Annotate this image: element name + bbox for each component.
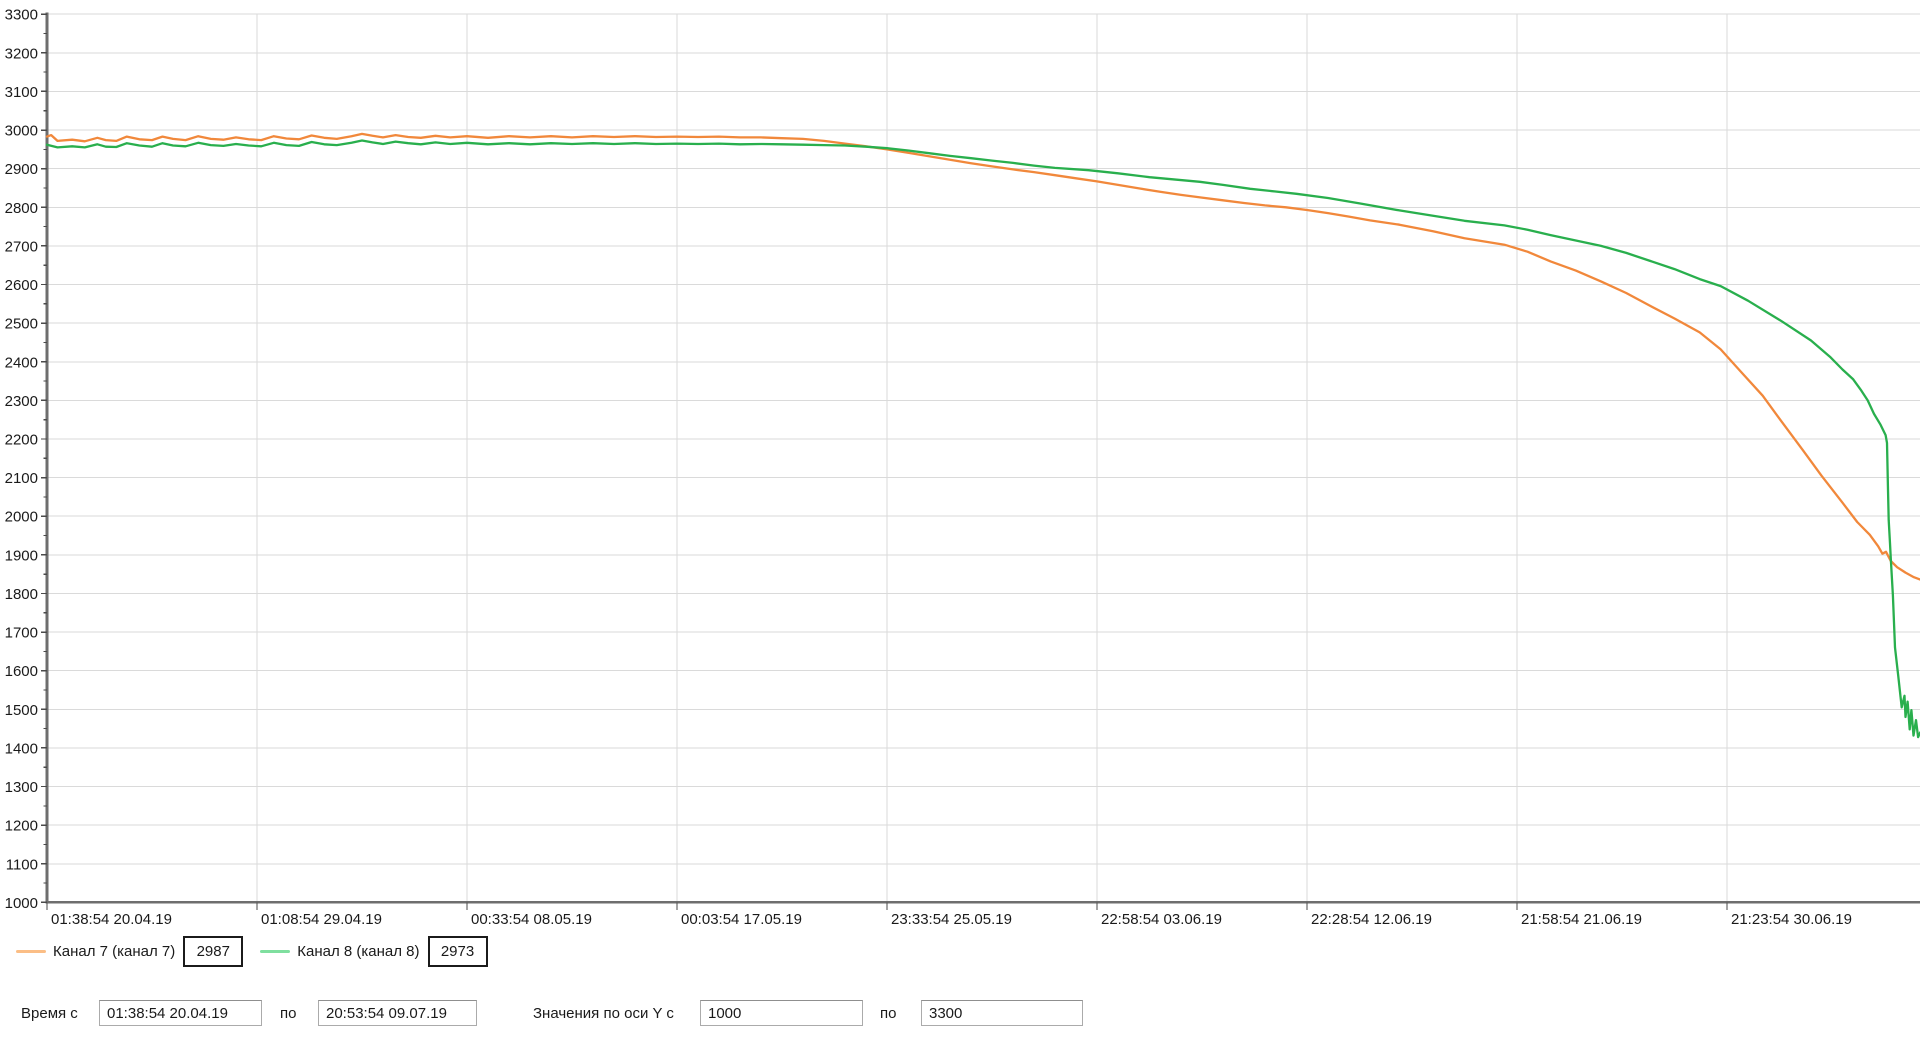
y-axis-tick-label: 1900: [5, 547, 38, 564]
time-to-label: по: [280, 1005, 297, 1022]
channel-8-line-swatch-icon: [260, 950, 291, 953]
y-axis-tick-label: 3300: [5, 7, 38, 24]
y-axis-tick-label: 2000: [5, 509, 38, 526]
x-axis-tick-label: 01:08:54 29.04.19: [261, 911, 382, 928]
y-axis-tick-label: 2100: [5, 470, 38, 487]
line-chart-plot[interactable]: 1000 1100 1200 1300 1400 1500 1600 1700 1800 1900…: [0, 0, 1920, 932]
x-axis-tick-label: 21:58:54 21.06.19: [1521, 911, 1642, 928]
y-axis-tick-label: 1000: [5, 895, 38, 912]
y-axis-tick-label: 1700: [5, 625, 38, 642]
y-axis-tick-label: 1100: [6, 856, 38, 873]
x-axis-tick-label: 22:58:54 03.06.19: [1101, 911, 1222, 928]
legend-label-channel-7: Канал 7 (канал 7): [53, 943, 176, 960]
y-axis-tick-label: 2500: [5, 316, 38, 333]
legend: Канал 7 (канал 7) 2987 Канал 8 (канал 8)…: [16, 936, 505, 967]
y-axis-tick-label: 1400: [5, 740, 38, 757]
channel-7-value-box: 2987: [183, 936, 244, 967]
series-line-channel-7: [45, 132, 1920, 581]
series-line-channel-8: [45, 139, 1920, 739]
y-axis-tick-label: 1500: [5, 702, 38, 719]
x-axis-tick-label: 22:28:54 12.06.19: [1311, 911, 1432, 928]
time-from-input[interactable]: [99, 1000, 262, 1026]
time-from-label: Время с: [21, 1005, 78, 1022]
y-axis-tick-label: 1300: [5, 779, 38, 796]
time-to-input[interactable]: [318, 1000, 477, 1026]
legend-item-channel-8: Канал 8 (канал 8) 2973: [260, 936, 504, 967]
y-axis-tick-label: 2400: [5, 354, 38, 371]
y-axis-tick-label: 2700: [5, 238, 38, 255]
y-axis-tick-label: 2800: [5, 200, 38, 217]
legend-item-channel-7: Канал 7 (канал 7) 2987: [16, 936, 260, 967]
legend-label-channel-8: Канал 8 (канал 8): [297, 943, 420, 960]
x-axis-tick-label: 21:23:54 30.06.19: [1731, 911, 1852, 928]
y-axis-tick-label: 2300: [5, 393, 38, 410]
channel-7-line-swatch-icon: [16, 950, 46, 953]
range-controls: Время с по Значения по оси Y с по: [0, 1000, 1920, 1032]
channel-8-value-box: 2973: [427, 936, 488, 967]
x-axis-tick-label: 23:33:54 25.05.19: [891, 911, 1012, 928]
y-axis-tick-label: 1600: [5, 663, 38, 680]
y-from-input[interactable]: [700, 1000, 863, 1026]
x-axis-tick-label: 00:33:54 08.05.19: [471, 911, 592, 928]
y-axis-tick-label: 3100: [5, 84, 38, 101]
x-axis-tick-label: 00:03:54 17.05.19: [681, 911, 802, 928]
y-axis-tick-label: 2200: [5, 432, 38, 449]
y-axis-from-label: Значения по оси Y с: [533, 1005, 674, 1022]
y-to-label: по: [880, 1005, 897, 1022]
y-axis-tick-label: 1200: [5, 818, 38, 835]
y-to-input[interactable]: [921, 1000, 1083, 1026]
y-axis-tick-label: 1800: [5, 586, 38, 603]
x-axis-tick-label: 01:38:54 20.04.19: [51, 911, 172, 928]
y-axis-tick-label: 3200: [5, 45, 38, 62]
y-axis-tick-label: 2900: [5, 161, 38, 178]
y-axis-tick-label: 2600: [5, 277, 38, 294]
y-axis-tick-label: 3000: [5, 123, 38, 140]
